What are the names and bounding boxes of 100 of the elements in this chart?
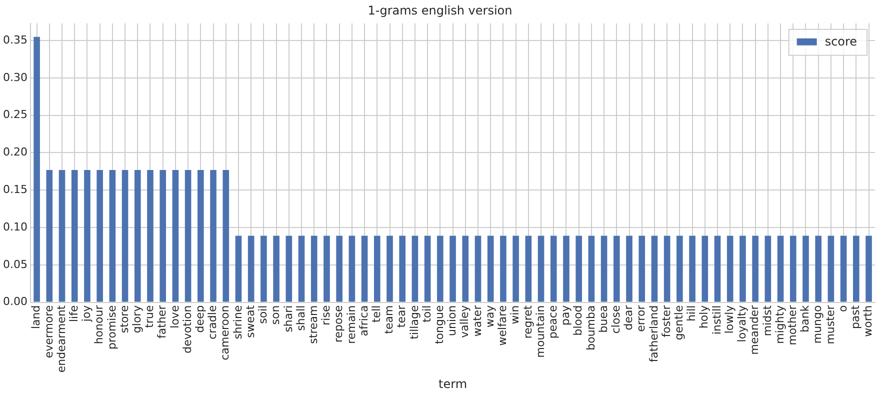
x-tick-label: welfare <box>496 305 510 346</box>
x-tick-label: land <box>30 305 43 330</box>
x-tick-label: son <box>269 305 282 325</box>
y-tick-label: 0.30 <box>2 70 28 84</box>
bar <box>614 236 620 302</box>
bar <box>374 236 380 302</box>
bar <box>790 236 796 302</box>
x-tick-label: mother <box>786 304 799 346</box>
x-tick-label: foster <box>660 304 673 338</box>
x-tick-label: union <box>446 305 459 336</box>
x-tick-label: holy <box>698 304 711 329</box>
bar <box>122 170 128 302</box>
bar <box>348 236 356 302</box>
x-tick-label: soil <box>256 305 270 324</box>
x-tick-label: glory <box>130 304 144 334</box>
bar <box>752 236 758 302</box>
bar <box>235 236 242 302</box>
x-tick-label: mungo <box>811 305 824 344</box>
bar <box>222 170 230 302</box>
bar <box>550 236 557 302</box>
bar <box>386 236 393 302</box>
bar <box>96 170 103 302</box>
x-tick-label: buea <box>596 305 610 333</box>
x-tick-label: blood <box>572 305 585 336</box>
x-tick-label: endearment <box>54 304 68 373</box>
x-tick-label: gentle <box>672 305 686 340</box>
x-tick-label: peace <box>546 305 560 339</box>
x-tick-label: hill <box>685 305 698 322</box>
bar <box>638 236 646 302</box>
bar <box>538 236 544 302</box>
legend-label: score <box>824 34 858 49</box>
y-tick-label: 0.20 <box>2 146 28 159</box>
bar <box>298 236 305 302</box>
x-axis-title: term <box>438 376 468 391</box>
x-tick-label: meander <box>748 304 762 355</box>
bar <box>726 236 734 302</box>
x-tick-label: way <box>483 304 496 328</box>
x-tick-label: boumba <box>584 305 598 350</box>
x-tick-label: midst <box>760 304 774 336</box>
x-tick-label: shrine <box>231 305 244 340</box>
x-tick-label: joy <box>80 304 94 323</box>
bar <box>34 36 40 302</box>
y-tick-label: 0.25 <box>2 108 28 122</box>
x-tick-label: true <box>143 305 156 328</box>
x-tick-label: error <box>634 304 648 332</box>
bar <box>109 170 116 302</box>
x-tick-label: instill <box>710 305 724 335</box>
x-tick-label: evermore <box>42 305 56 358</box>
x-tick-label: bank <box>798 304 812 332</box>
x-tick-label: worth <box>862 305 875 337</box>
x-tick-label: loyalty <box>736 304 749 342</box>
bar <box>664 236 670 302</box>
bar <box>286 236 292 302</box>
bar <box>450 236 456 302</box>
chart-title: 1-grams english version <box>368 3 512 18</box>
bar <box>399 236 406 302</box>
x-tick-label: africa <box>357 305 370 336</box>
bar <box>676 236 683 302</box>
bar <box>487 236 494 302</box>
bar <box>600 236 608 302</box>
x-tick-label: father <box>156 304 169 338</box>
x-tick-label: mighty <box>773 304 786 344</box>
bar <box>866 236 872 302</box>
x-tick-label: cradle <box>206 305 220 340</box>
x-tick-label: muster <box>824 304 837 344</box>
x-tick-label: store <box>118 305 131 334</box>
x-tick-label: valley <box>458 304 472 338</box>
bar <box>525 236 532 302</box>
x-tick-label: mountain <box>534 305 547 358</box>
bar <box>336 236 342 302</box>
x-tick-label: pay <box>559 304 572 326</box>
bar <box>840 236 847 302</box>
bar <box>361 236 368 302</box>
bar <box>740 236 746 302</box>
bar <box>260 236 267 302</box>
y-tick-label: 0.35 <box>2 33 28 46</box>
bar <box>689 236 696 302</box>
x-tick-label: love <box>168 305 182 328</box>
bar <box>853 236 860 302</box>
bar <box>273 236 280 302</box>
bar <box>802 236 809 302</box>
bar <box>184 170 192 302</box>
bar <box>147 170 154 302</box>
x-tick-label: toil <box>420 305 434 322</box>
x-tick-label: tell <box>370 305 384 322</box>
x-tick-label: promise <box>105 305 118 350</box>
bar <box>424 236 431 302</box>
bar <box>160 170 166 302</box>
bar <box>248 236 254 302</box>
y-tick-label: 0.10 <box>2 220 28 234</box>
x-tick-label: tongue <box>433 305 446 344</box>
x-tick-label: team <box>382 305 396 334</box>
x-tick-label: repose <box>332 305 346 343</box>
bar <box>324 236 330 302</box>
x-tick-label: cameroon <box>218 305 232 360</box>
x-tick-label: regret <box>521 304 534 339</box>
x-tick-label: tillage <box>408 305 421 340</box>
x-tick-label: honour <box>92 304 106 344</box>
x-tick-label: past <box>849 304 862 330</box>
bar <box>172 170 179 302</box>
